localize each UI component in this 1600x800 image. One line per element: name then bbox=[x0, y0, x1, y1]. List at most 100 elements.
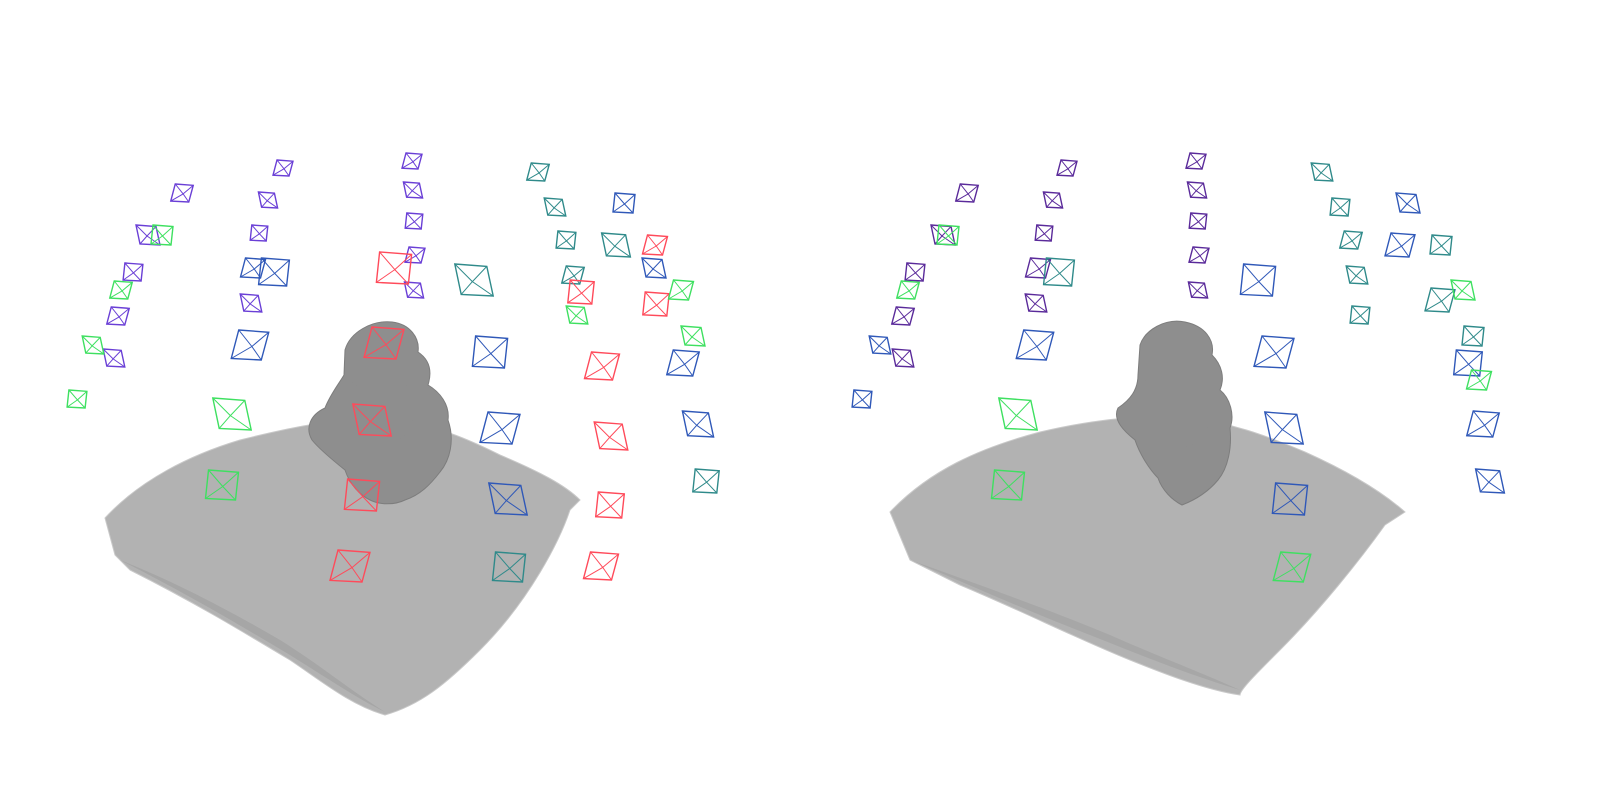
mesh-statue-body bbox=[308, 321, 452, 505]
camera-frustum-icon bbox=[1188, 212, 1208, 230]
camera-frustum-icon bbox=[249, 224, 269, 242]
camera-frustum-icon bbox=[600, 232, 632, 258]
camera-frustum-icon bbox=[343, 478, 381, 512]
camera-frustum-icon bbox=[66, 389, 88, 409]
camera-frustum-icon bbox=[105, 306, 131, 326]
camera-frustum-icon bbox=[257, 191, 279, 209]
camera-frustum-icon bbox=[904, 262, 926, 282]
camera-frustum-icon bbox=[593, 421, 629, 451]
camera-frustum-icon bbox=[1253, 335, 1295, 369]
left-reconstruction-panel bbox=[66, 152, 720, 716]
camera-frustum-icon bbox=[895, 280, 921, 300]
camera-frustum-icon bbox=[543, 197, 567, 217]
camera-frustum-icon bbox=[204, 469, 240, 501]
right-reconstruction-panel bbox=[800, 0, 1600, 800]
camera-frustum-icon bbox=[403, 281, 425, 299]
camera-frustum-icon bbox=[1395, 192, 1421, 214]
camera-frustum-icon bbox=[375, 251, 413, 285]
camera-frustum-icon bbox=[1034, 224, 1054, 242]
camera-frustum-icon bbox=[1424, 287, 1456, 313]
camera-frustum-icon bbox=[567, 279, 595, 305]
mesh-ground-surface bbox=[889, 416, 1406, 696]
reconstructed-mesh bbox=[104, 321, 581, 716]
camera-frustum-icon bbox=[453, 263, 495, 297]
camera-frustum-icon bbox=[169, 183, 195, 203]
mesh-ground-shade bbox=[910, 560, 1240, 690]
camera-frustum-icon bbox=[1450, 279, 1476, 301]
camera-frustum-icon bbox=[1338, 230, 1364, 250]
camera-frustum-icon bbox=[1239, 263, 1277, 297]
camera-frustum-icon bbox=[594, 491, 626, 519]
left-scene-canvas bbox=[66, 152, 720, 716]
camera-frustum-icon bbox=[404, 212, 424, 230]
camera-frustum-icon bbox=[1271, 482, 1309, 516]
camera-frustum-icon bbox=[565, 305, 589, 325]
camera-frustum-icon bbox=[525, 162, 551, 182]
camera-frustum-icon bbox=[1429, 234, 1453, 256]
camera-frustum-icon bbox=[81, 335, 105, 355]
camera-frustum-icon bbox=[108, 280, 134, 300]
camera-frustum-icon bbox=[890, 306, 916, 326]
camera-frustum-icon bbox=[1042, 257, 1076, 287]
camera-frustum-icon bbox=[150, 224, 174, 246]
camera-frustum-icon bbox=[851, 389, 873, 409]
camera-frustum-icon bbox=[868, 335, 892, 355]
camera-frustum-icon bbox=[1461, 325, 1485, 347]
camera-frustum-icon bbox=[1465, 369, 1493, 391]
camera-frustum-icon bbox=[404, 246, 426, 264]
camera-frustum-icon bbox=[1185, 152, 1207, 170]
camera-frustum-icon bbox=[1272, 551, 1312, 583]
camera-frustum-icon bbox=[936, 224, 960, 246]
camera-frustum-icon bbox=[1263, 411, 1305, 445]
camera-frustum-icon bbox=[479, 411, 521, 445]
camera-frustum-icon bbox=[930, 224, 956, 246]
camera-frustum-icon bbox=[954, 183, 980, 203]
camera-frustum-icon bbox=[211, 397, 253, 431]
camera-frustum-icon bbox=[997, 397, 1039, 431]
camera-frustum-icon bbox=[692, 468, 720, 494]
camera-frustums bbox=[66, 152, 720, 583]
camera-frustum-icon bbox=[612, 192, 636, 214]
mesh-statue-shade bbox=[1145, 380, 1216, 448]
camera-frustum-icon bbox=[1474, 468, 1506, 494]
camera-frustum-icon bbox=[102, 348, 126, 368]
camera-frustum-icon bbox=[555, 230, 577, 250]
camera-frustum-icon bbox=[1452, 349, 1484, 377]
camera-frustum-icon bbox=[681, 410, 715, 438]
camera-frustums bbox=[851, 152, 1506, 583]
camera-frustum-icon bbox=[471, 335, 509, 369]
camera-frustum-icon bbox=[641, 257, 667, 279]
camera-frustum-icon bbox=[582, 551, 620, 581]
camera-frustum-icon bbox=[891, 348, 915, 368]
camera-frustum-icon bbox=[1465, 410, 1501, 438]
mesh-ground-surface bbox=[104, 419, 581, 716]
camera-frustum-icon bbox=[491, 551, 527, 583]
camera-frustum-icon bbox=[990, 469, 1026, 501]
camera-frustum-icon bbox=[583, 351, 621, 381]
camera-frustum-icon bbox=[1310, 162, 1334, 182]
camera-frustum-icon bbox=[1024, 293, 1048, 313]
camera-frustum-icon bbox=[239, 293, 263, 313]
camera-frustum-icon bbox=[641, 234, 669, 256]
camera-frustum-icon bbox=[680, 325, 706, 347]
camera-frustum-icon bbox=[351, 403, 393, 437]
camera-frustum-icon bbox=[665, 349, 701, 377]
mesh-ground-shade bbox=[120, 560, 385, 712]
mesh-statue-shade bbox=[350, 378, 419, 446]
camera-frustum-icon bbox=[1345, 265, 1369, 285]
camera-frustum-icon bbox=[1186, 181, 1208, 199]
camera-frustum-icon bbox=[642, 291, 670, 317]
camera-frustum-icon bbox=[135, 224, 161, 246]
camera-frustum-icon bbox=[667, 279, 695, 301]
camera-frustum-icon bbox=[122, 262, 144, 282]
camera-frustum-icon bbox=[1015, 329, 1055, 361]
camera-frustum-icon bbox=[1187, 281, 1209, 299]
camera-frustum-icon bbox=[1056, 159, 1078, 177]
camera-frustum-icon bbox=[272, 159, 294, 177]
camera-frustum-icon bbox=[230, 329, 270, 361]
camera-frustum-icon bbox=[1188, 246, 1210, 264]
camera-frustum-icon bbox=[402, 181, 424, 199]
mesh-statue-body bbox=[1116, 320, 1233, 506]
right-scene-canvas bbox=[851, 152, 1506, 696]
camera-frustum-icon bbox=[329, 549, 371, 583]
